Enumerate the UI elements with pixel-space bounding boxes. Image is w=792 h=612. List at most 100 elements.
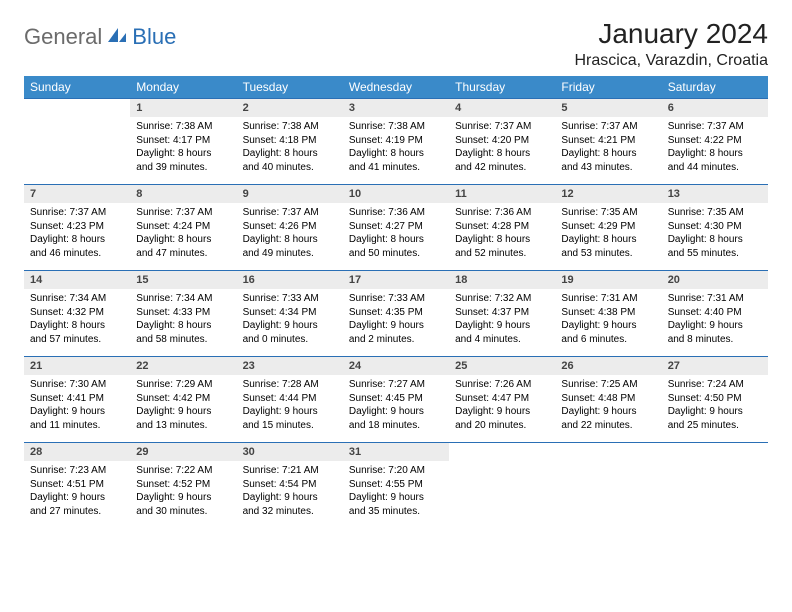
sunset-text: Sunset: 4:45 PM	[349, 392, 443, 406]
sunset-text: Sunset: 4:20 PM	[455, 134, 549, 148]
sail-icon	[106, 24, 128, 50]
weekday-header: Friday	[555, 76, 661, 99]
day-body-cell: Sunrise: 7:37 AMSunset: 4:21 PMDaylight:…	[555, 117, 661, 185]
day-body-cell: Sunrise: 7:35 AMSunset: 4:29 PMDaylight:…	[555, 203, 661, 271]
day-body-cell: Sunrise: 7:37 AMSunset: 4:22 PMDaylight:…	[662, 117, 768, 185]
day-number-cell: 10	[343, 185, 449, 204]
day-body-cell: Sunrise: 7:30 AMSunset: 4:41 PMDaylight:…	[24, 375, 130, 443]
weekday-header: Saturday	[662, 76, 768, 99]
day-number-cell: 25	[449, 357, 555, 376]
day-number-cell: 22	[130, 357, 236, 376]
day-number-cell: 5	[555, 99, 661, 118]
daylight-text: Daylight: 8 hours and 44 minutes.	[668, 147, 762, 174]
day-number-cell: 15	[130, 271, 236, 290]
day-number-cell: 29	[130, 443, 236, 462]
sunset-text: Sunset: 4:18 PM	[243, 134, 337, 148]
daylight-text: Daylight: 9 hours and 4 minutes.	[455, 319, 549, 346]
day-number-cell: 18	[449, 271, 555, 290]
sunset-text: Sunset: 4:41 PM	[30, 392, 124, 406]
sunset-text: Sunset: 4:19 PM	[349, 134, 443, 148]
day-number-cell: 7	[24, 185, 130, 204]
sunrise-text: Sunrise: 7:34 AM	[30, 292, 124, 306]
day-body-cell: Sunrise: 7:28 AMSunset: 4:44 PMDaylight:…	[237, 375, 343, 443]
daylight-text: Daylight: 8 hours and 40 minutes.	[243, 147, 337, 174]
sunrise-text: Sunrise: 7:37 AM	[668, 120, 762, 134]
sunrise-text: Sunrise: 7:36 AM	[349, 206, 443, 220]
weekday-header: Monday	[130, 76, 236, 99]
day-body-cell: Sunrise: 7:31 AMSunset: 4:38 PMDaylight:…	[555, 289, 661, 357]
sunset-text: Sunset: 4:29 PM	[561, 220, 655, 234]
day-number-row: 14151617181920	[24, 271, 768, 290]
sunset-text: Sunset: 4:34 PM	[243, 306, 337, 320]
day-number-cell: 4	[449, 99, 555, 118]
sunset-text: Sunset: 4:38 PM	[561, 306, 655, 320]
location: Hrascica, Varazdin, Croatia	[574, 52, 768, 70]
day-number-cell: 16	[237, 271, 343, 290]
daylight-text: Daylight: 9 hours and 11 minutes.	[30, 405, 124, 432]
day-body-cell	[24, 117, 130, 185]
sunset-text: Sunset: 4:21 PM	[561, 134, 655, 148]
day-body-cell: Sunrise: 7:37 AMSunset: 4:20 PMDaylight:…	[449, 117, 555, 185]
daylight-text: Daylight: 9 hours and 30 minutes.	[136, 491, 230, 518]
sunset-text: Sunset: 4:52 PM	[136, 478, 230, 492]
day-body-cell: Sunrise: 7:26 AMSunset: 4:47 PMDaylight:…	[449, 375, 555, 443]
daylight-text: Daylight: 8 hours and 46 minutes.	[30, 233, 124, 260]
sunset-text: Sunset: 4:40 PM	[668, 306, 762, 320]
day-body-cell: Sunrise: 7:31 AMSunset: 4:40 PMDaylight:…	[662, 289, 768, 357]
daylight-text: Daylight: 9 hours and 22 minutes.	[561, 405, 655, 432]
daylight-text: Daylight: 9 hours and 18 minutes.	[349, 405, 443, 432]
day-number-cell: 30	[237, 443, 343, 462]
day-number-cell: 8	[130, 185, 236, 204]
sunrise-text: Sunrise: 7:31 AM	[668, 292, 762, 306]
sunset-text: Sunset: 4:22 PM	[668, 134, 762, 148]
sunrise-text: Sunrise: 7:38 AM	[136, 120, 230, 134]
sunset-text: Sunset: 4:35 PM	[349, 306, 443, 320]
daylight-text: Daylight: 8 hours and 57 minutes.	[30, 319, 124, 346]
sunrise-text: Sunrise: 7:35 AM	[561, 206, 655, 220]
sunrise-text: Sunrise: 7:36 AM	[455, 206, 549, 220]
sunrise-text: Sunrise: 7:26 AM	[455, 378, 549, 392]
sunset-text: Sunset: 4:33 PM	[136, 306, 230, 320]
sunrise-text: Sunrise: 7:30 AM	[30, 378, 124, 392]
title-block: January 2024 Hrascica, Varazdin, Croatia	[574, 18, 768, 70]
day-body-cell: Sunrise: 7:27 AMSunset: 4:45 PMDaylight:…	[343, 375, 449, 443]
sunrise-text: Sunrise: 7:37 AM	[136, 206, 230, 220]
day-body-cell: Sunrise: 7:35 AMSunset: 4:30 PMDaylight:…	[662, 203, 768, 271]
sunrise-text: Sunrise: 7:31 AM	[561, 292, 655, 306]
day-number-cell	[555, 443, 661, 462]
day-number-cell: 28	[24, 443, 130, 462]
day-number-cell: 23	[237, 357, 343, 376]
daylight-text: Daylight: 9 hours and 15 minutes.	[243, 405, 337, 432]
day-body-cell: Sunrise: 7:37 AMSunset: 4:23 PMDaylight:…	[24, 203, 130, 271]
daylight-text: Daylight: 8 hours and 50 minutes.	[349, 233, 443, 260]
day-body-cell: Sunrise: 7:38 AMSunset: 4:19 PMDaylight:…	[343, 117, 449, 185]
day-body-row: Sunrise: 7:30 AMSunset: 4:41 PMDaylight:…	[24, 375, 768, 443]
day-body-cell: Sunrise: 7:38 AMSunset: 4:17 PMDaylight:…	[130, 117, 236, 185]
daylight-text: Daylight: 9 hours and 27 minutes.	[30, 491, 124, 518]
sunset-text: Sunset: 4:47 PM	[455, 392, 549, 406]
daylight-text: Daylight: 8 hours and 42 minutes.	[455, 147, 549, 174]
weekday-header: Wednesday	[343, 76, 449, 99]
day-body-cell	[449, 461, 555, 528]
day-number-cell: 2	[237, 99, 343, 118]
sunrise-text: Sunrise: 7:21 AM	[243, 464, 337, 478]
sunrise-text: Sunrise: 7:34 AM	[136, 292, 230, 306]
daylight-text: Daylight: 9 hours and 2 minutes.	[349, 319, 443, 346]
day-number-cell: 19	[555, 271, 661, 290]
daylight-text: Daylight: 8 hours and 58 minutes.	[136, 319, 230, 346]
day-body-cell: Sunrise: 7:34 AMSunset: 4:32 PMDaylight:…	[24, 289, 130, 357]
sunrise-text: Sunrise: 7:33 AM	[243, 292, 337, 306]
sunrise-text: Sunrise: 7:27 AM	[349, 378, 443, 392]
daylight-text: Daylight: 9 hours and 0 minutes.	[243, 319, 337, 346]
day-number-cell: 21	[24, 357, 130, 376]
day-body-cell: Sunrise: 7:22 AMSunset: 4:52 PMDaylight:…	[130, 461, 236, 528]
day-body-row: Sunrise: 7:37 AMSunset: 4:23 PMDaylight:…	[24, 203, 768, 271]
daylight-text: Daylight: 8 hours and 53 minutes.	[561, 233, 655, 260]
day-number-cell: 9	[237, 185, 343, 204]
sunset-text: Sunset: 4:42 PM	[136, 392, 230, 406]
daylight-text: Daylight: 9 hours and 8 minutes.	[668, 319, 762, 346]
day-body-cell: Sunrise: 7:37 AMSunset: 4:26 PMDaylight:…	[237, 203, 343, 271]
day-number-cell: 26	[555, 357, 661, 376]
day-number-row: 123456	[24, 99, 768, 118]
day-body-cell: Sunrise: 7:36 AMSunset: 4:27 PMDaylight:…	[343, 203, 449, 271]
